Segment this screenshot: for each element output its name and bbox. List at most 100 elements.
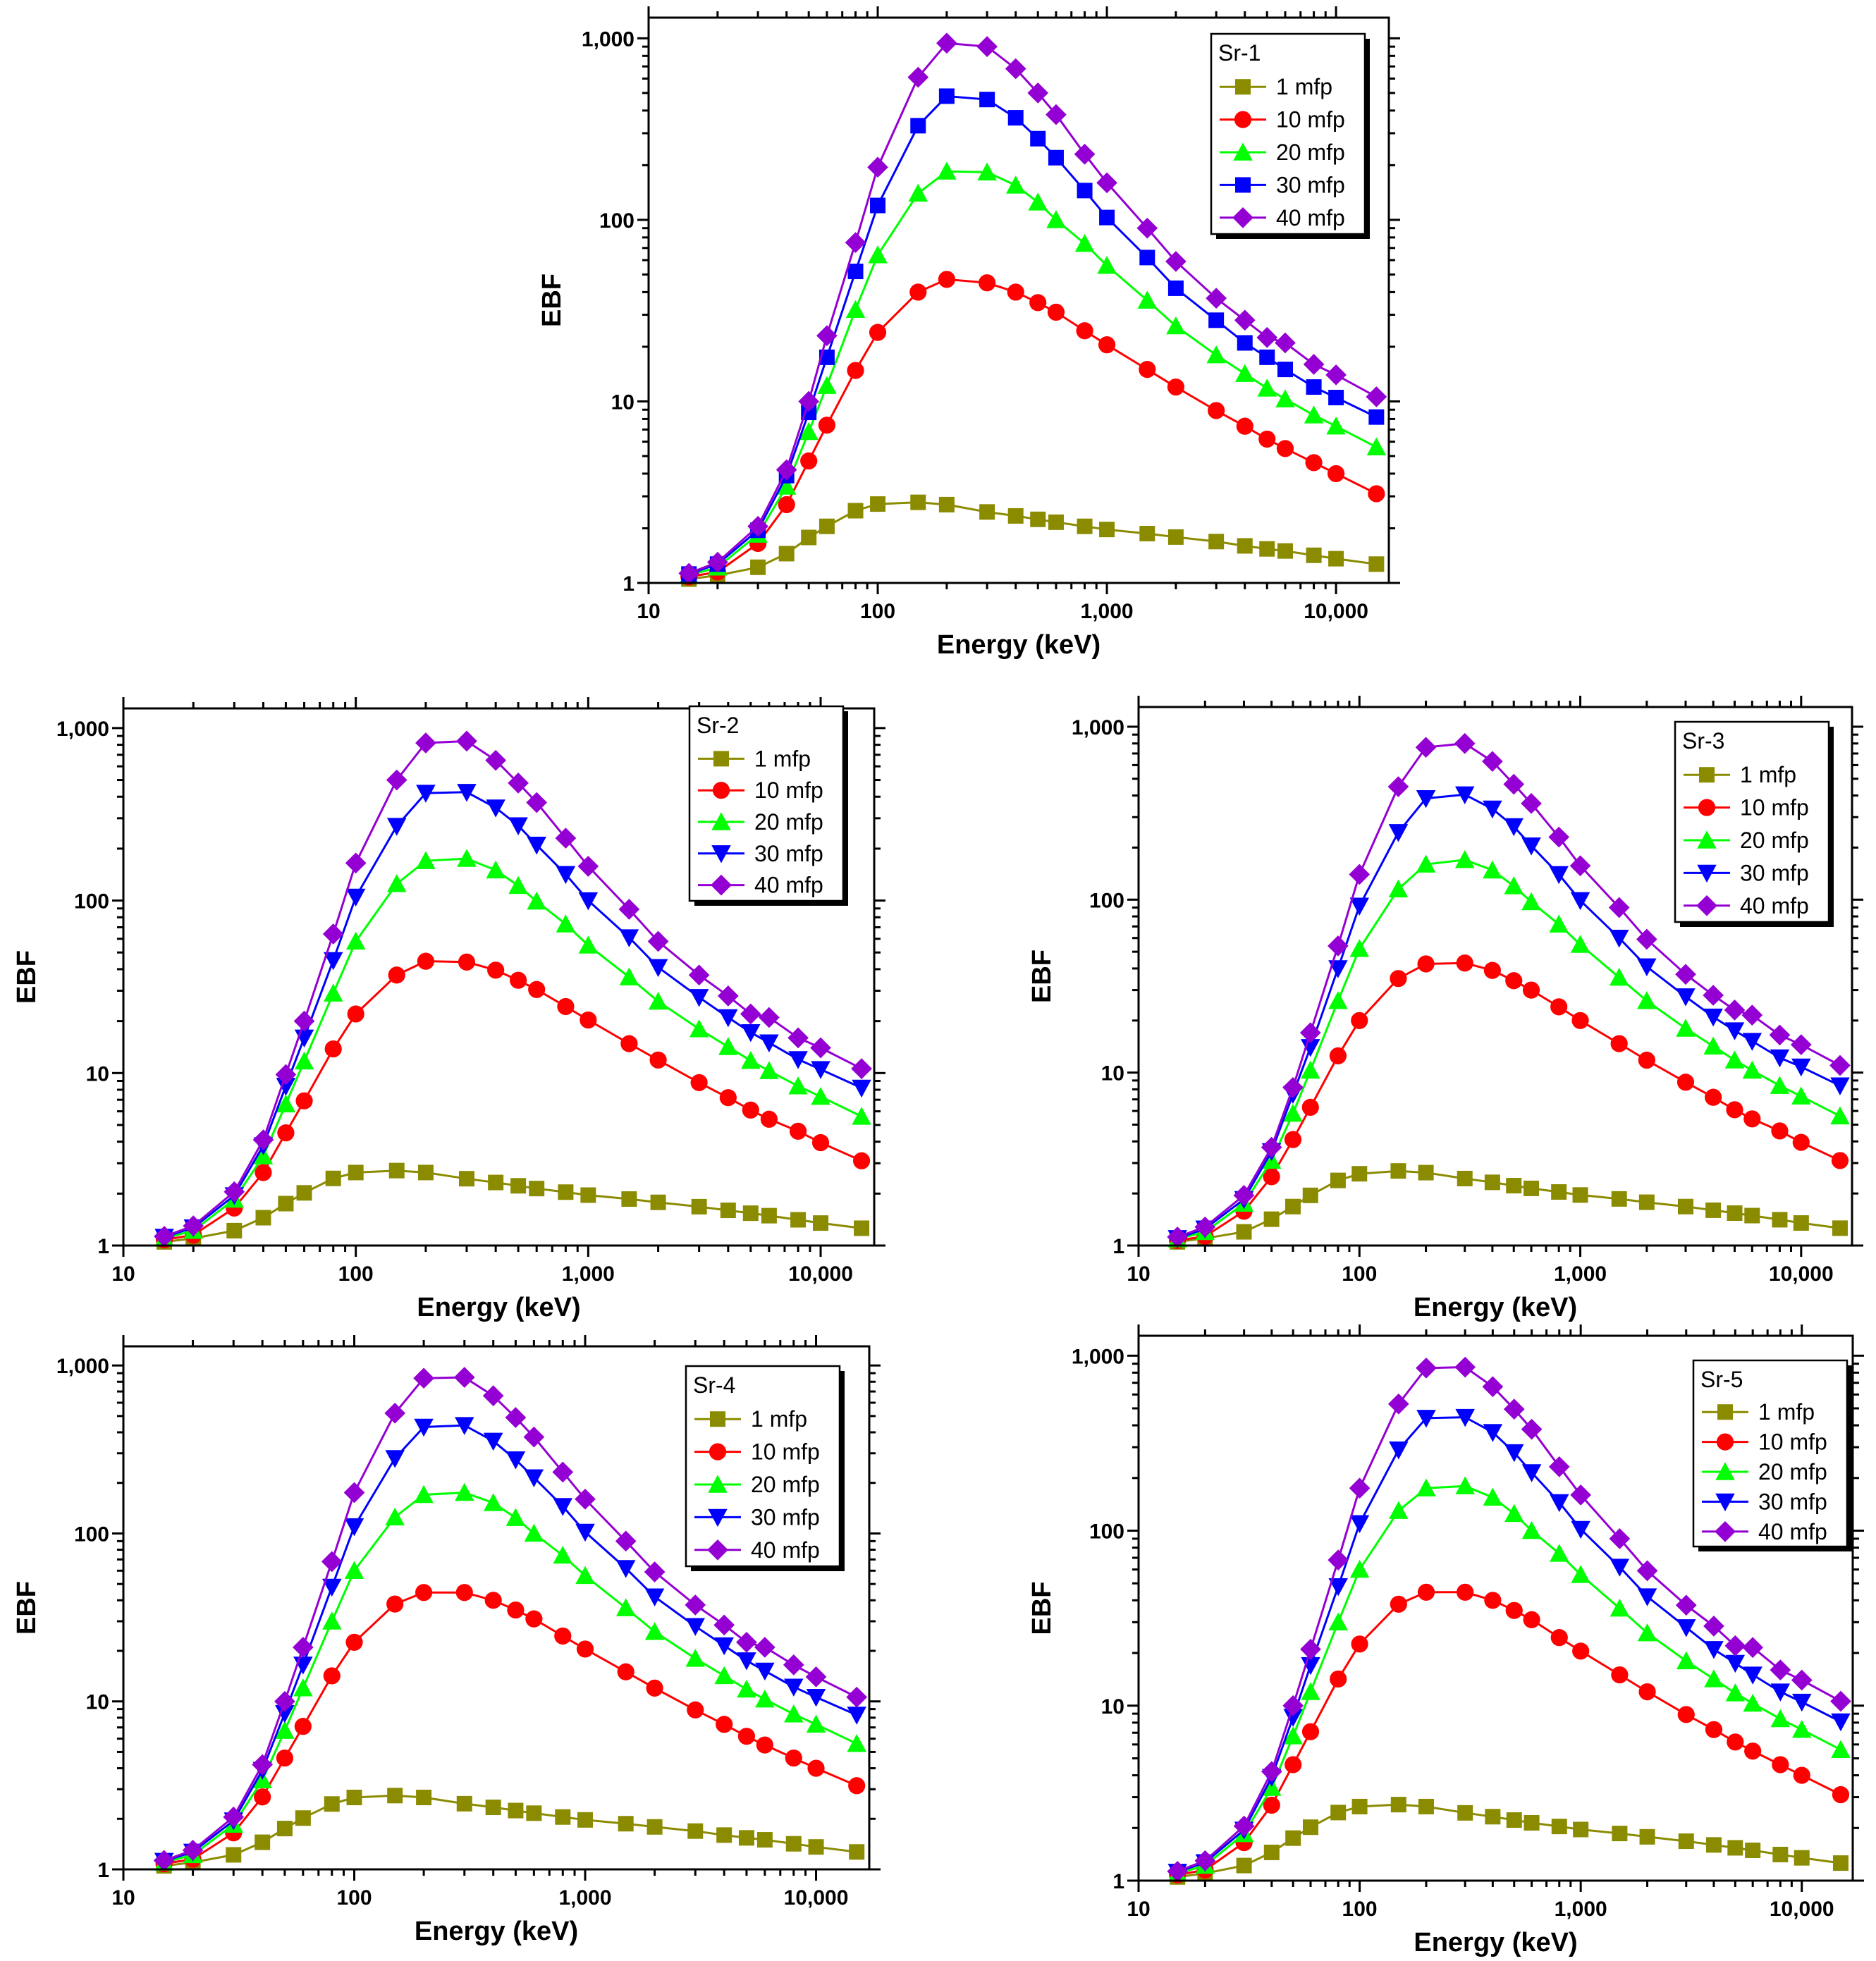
data-point [1506,1178,1522,1194]
legend-label: 10 mfp [754,777,823,803]
legend-label: 40 mfp [751,1537,820,1563]
data-point [508,817,528,835]
data-point [1028,192,1048,211]
data-point [1793,1766,1810,1784]
legend-marker [1696,895,1717,916]
y-axis-title: EBF [12,1581,42,1635]
data-point [1483,860,1502,879]
legend-marker [1715,1462,1735,1480]
data-point [1727,1205,1743,1221]
data-point [1166,316,1186,335]
data-point [688,964,710,986]
data-point [1608,897,1630,918]
data-point [1306,379,1322,395]
data-point [1455,1408,1475,1427]
data-point [852,1079,871,1098]
data-point [1524,1180,1540,1196]
data-point [1572,1642,1590,1660]
data-point [1832,1220,1848,1236]
data-point [1046,210,1066,228]
data-point [388,1162,405,1179]
data-point [805,1666,827,1688]
data-point [800,452,818,470]
data-point [416,851,436,869]
data-point [1791,1719,1812,1738]
series-line [164,1591,857,1865]
data-point [1349,1559,1370,1578]
data-point [252,1754,274,1776]
data-point [1258,430,1276,448]
data-point [648,959,668,978]
data-point [1676,988,1696,1007]
x-axis-title: Energy (keV) [415,1917,578,1946]
data-point [689,1019,709,1038]
data-point [1416,854,1436,873]
data-point [580,1011,597,1029]
data-point [1390,1163,1406,1179]
data-point [755,1662,775,1681]
data-point [577,1812,594,1828]
data-point [1301,1039,1320,1057]
data-point [1208,534,1225,550]
data-point [1233,1815,1255,1837]
data-point [510,1178,527,1194]
data-point [1482,751,1503,773]
legend-marker [1715,1520,1736,1542]
data-point [808,1839,824,1855]
data-point [505,1407,527,1428]
legend-marker [1699,767,1715,783]
data-point [1416,789,1436,809]
y-axis-title: EBF [12,950,42,1004]
data-point [755,1689,775,1708]
y-axis-title: EBF [537,273,567,327]
legend-label: 10 mfp [751,1439,820,1465]
data-point [1725,1683,1746,1702]
data-point [1639,1828,1655,1845]
legend-label: 20 mfp [1740,828,1809,853]
data-point [321,1551,343,1573]
data-point [1167,1860,1189,1882]
data-point [278,1195,294,1212]
data-point [510,971,527,989]
data-point [1770,1049,1790,1068]
data-point [575,1488,596,1510]
data-point [938,271,955,288]
data-point [1263,1844,1280,1860]
legend-label: 40 mfp [1740,893,1809,918]
data-point [1139,525,1155,541]
data-point [526,792,548,813]
data-point [685,1649,706,1667]
data-point [1077,183,1093,199]
y-tick-label: 1 [1112,1870,1124,1893]
data-point [1570,892,1590,911]
data-point [717,985,739,1007]
data-point [1301,1060,1320,1079]
data-point [816,325,838,347]
data-point [1454,1356,1476,1378]
data-point [1349,863,1371,885]
data-point [1098,336,1116,354]
data-point [1725,1654,1746,1673]
data-point [845,232,866,253]
data-point [852,1152,871,1169]
data-point [1029,294,1047,312]
data-point [1007,283,1024,301]
data-point [323,952,343,971]
data-point [852,1107,871,1125]
legend-label: 20 mfp [754,809,823,835]
data-point [620,1035,638,1052]
data-point [343,1482,365,1504]
data-point [1136,217,1158,239]
legend-marker [711,845,731,863]
data-point [847,503,864,519]
x-tick-label: 100 [1342,1898,1378,1921]
legend-label: 40 mfp [754,873,823,898]
data-point [347,1005,364,1023]
data-point [255,1164,272,1181]
legend-label: 1 mfp [1276,74,1332,99]
data-point [578,935,599,954]
data-point [1275,389,1295,407]
data-point [1005,58,1026,80]
data-point [776,477,797,495]
data-point [714,1666,734,1685]
